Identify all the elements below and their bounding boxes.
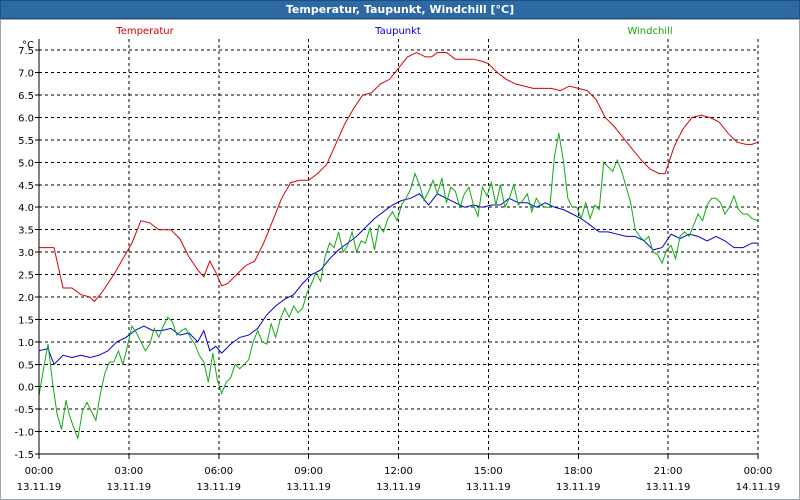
y-tick-label: 3.5 xyxy=(18,226,34,237)
y-tick-label: 7.0 xyxy=(18,69,34,80)
y-tick-label: 6.0 xyxy=(18,114,34,125)
x-tick-date-label: 13.11.19 xyxy=(376,482,421,493)
y-tick-label: 7.5 xyxy=(18,46,34,57)
chart-title-bar: Temperatur, Taupunkt, Windchill [°C] xyxy=(0,0,800,19)
x-tick-time-label: 09:00 xyxy=(294,466,323,477)
series-line-taupunkt xyxy=(38,193,758,366)
x-tick-time-label: 21:00 xyxy=(654,466,683,477)
y-tick-label: 1.5 xyxy=(18,315,34,326)
legend-label-windchill: Windchill xyxy=(627,26,672,37)
x-tick-date-label: 13.11.19 xyxy=(646,482,691,493)
y-tick-label: 5.0 xyxy=(18,158,34,169)
series-line-temperatur xyxy=(39,51,759,303)
line-chart: -1.5 -1.0 -0.5 0.0 0.5 1.0 1.5 2.0 2.5 3.0 3.5 4.0 4… xyxy=(14,26,780,493)
y-tick-label: 3.0 xyxy=(18,248,34,259)
axis-layer: -1.5 -1.0 -0.5 0.0 0.5 1.0 1.5 2.0 2.5 3.0 3.5 4.0 4… xyxy=(14,26,780,493)
x-tick-date-label: 13.11.19 xyxy=(466,482,511,493)
y-tick-label: -1.5 xyxy=(14,450,34,461)
y-tick-label: 6.5 xyxy=(18,91,34,102)
y-tick-label: 5.5 xyxy=(18,136,34,147)
legend-label-taupunkt: Taupunkt xyxy=(374,26,421,37)
y-tick-label: 0.0 xyxy=(18,383,34,394)
x-tick-time-label: 03:00 xyxy=(114,466,143,477)
y-tick-label: 4.0 xyxy=(18,203,34,214)
y-tick-label: 4.5 xyxy=(18,181,34,192)
x-tick-date-label: 13.11.19 xyxy=(107,482,152,493)
y-tick-label: -1.0 xyxy=(14,428,34,439)
x-tick-date-label: 14.11.19 xyxy=(736,482,781,493)
series-line-windchill xyxy=(38,133,759,441)
legend-label-temperatur: Temperatur xyxy=(115,26,174,37)
y-tick-label: 1.0 xyxy=(18,338,34,349)
y-tick-label: 2.0 xyxy=(18,293,34,304)
y-tick-label: 0.5 xyxy=(18,360,34,371)
x-tick-time-label: 00:00 xyxy=(25,466,54,477)
y-tick-label: -0.5 xyxy=(14,405,34,416)
x-tick-time-label: 12:00 xyxy=(384,466,413,477)
x-tick-date-label: 13.11.19 xyxy=(556,482,601,493)
y-axis-unit-label: °C xyxy=(22,40,34,51)
x-tick-time-label: 06:00 xyxy=(204,466,233,477)
chart-title: Temperatur, Taupunkt, Windchill [°C] xyxy=(285,3,515,16)
y-tick-label: 2.5 xyxy=(18,271,34,282)
x-tick-date-label: 13.11.19 xyxy=(286,482,331,493)
x-tick-time-label: 15:00 xyxy=(474,466,503,477)
x-tick-date-label: 13.11.19 xyxy=(17,482,62,493)
x-tick-time-label: 00:00 xyxy=(744,466,773,477)
x-tick-time-label: 18:00 xyxy=(564,466,593,477)
series-layer xyxy=(38,51,759,441)
x-tick-date-label: 13.11.19 xyxy=(196,482,241,493)
